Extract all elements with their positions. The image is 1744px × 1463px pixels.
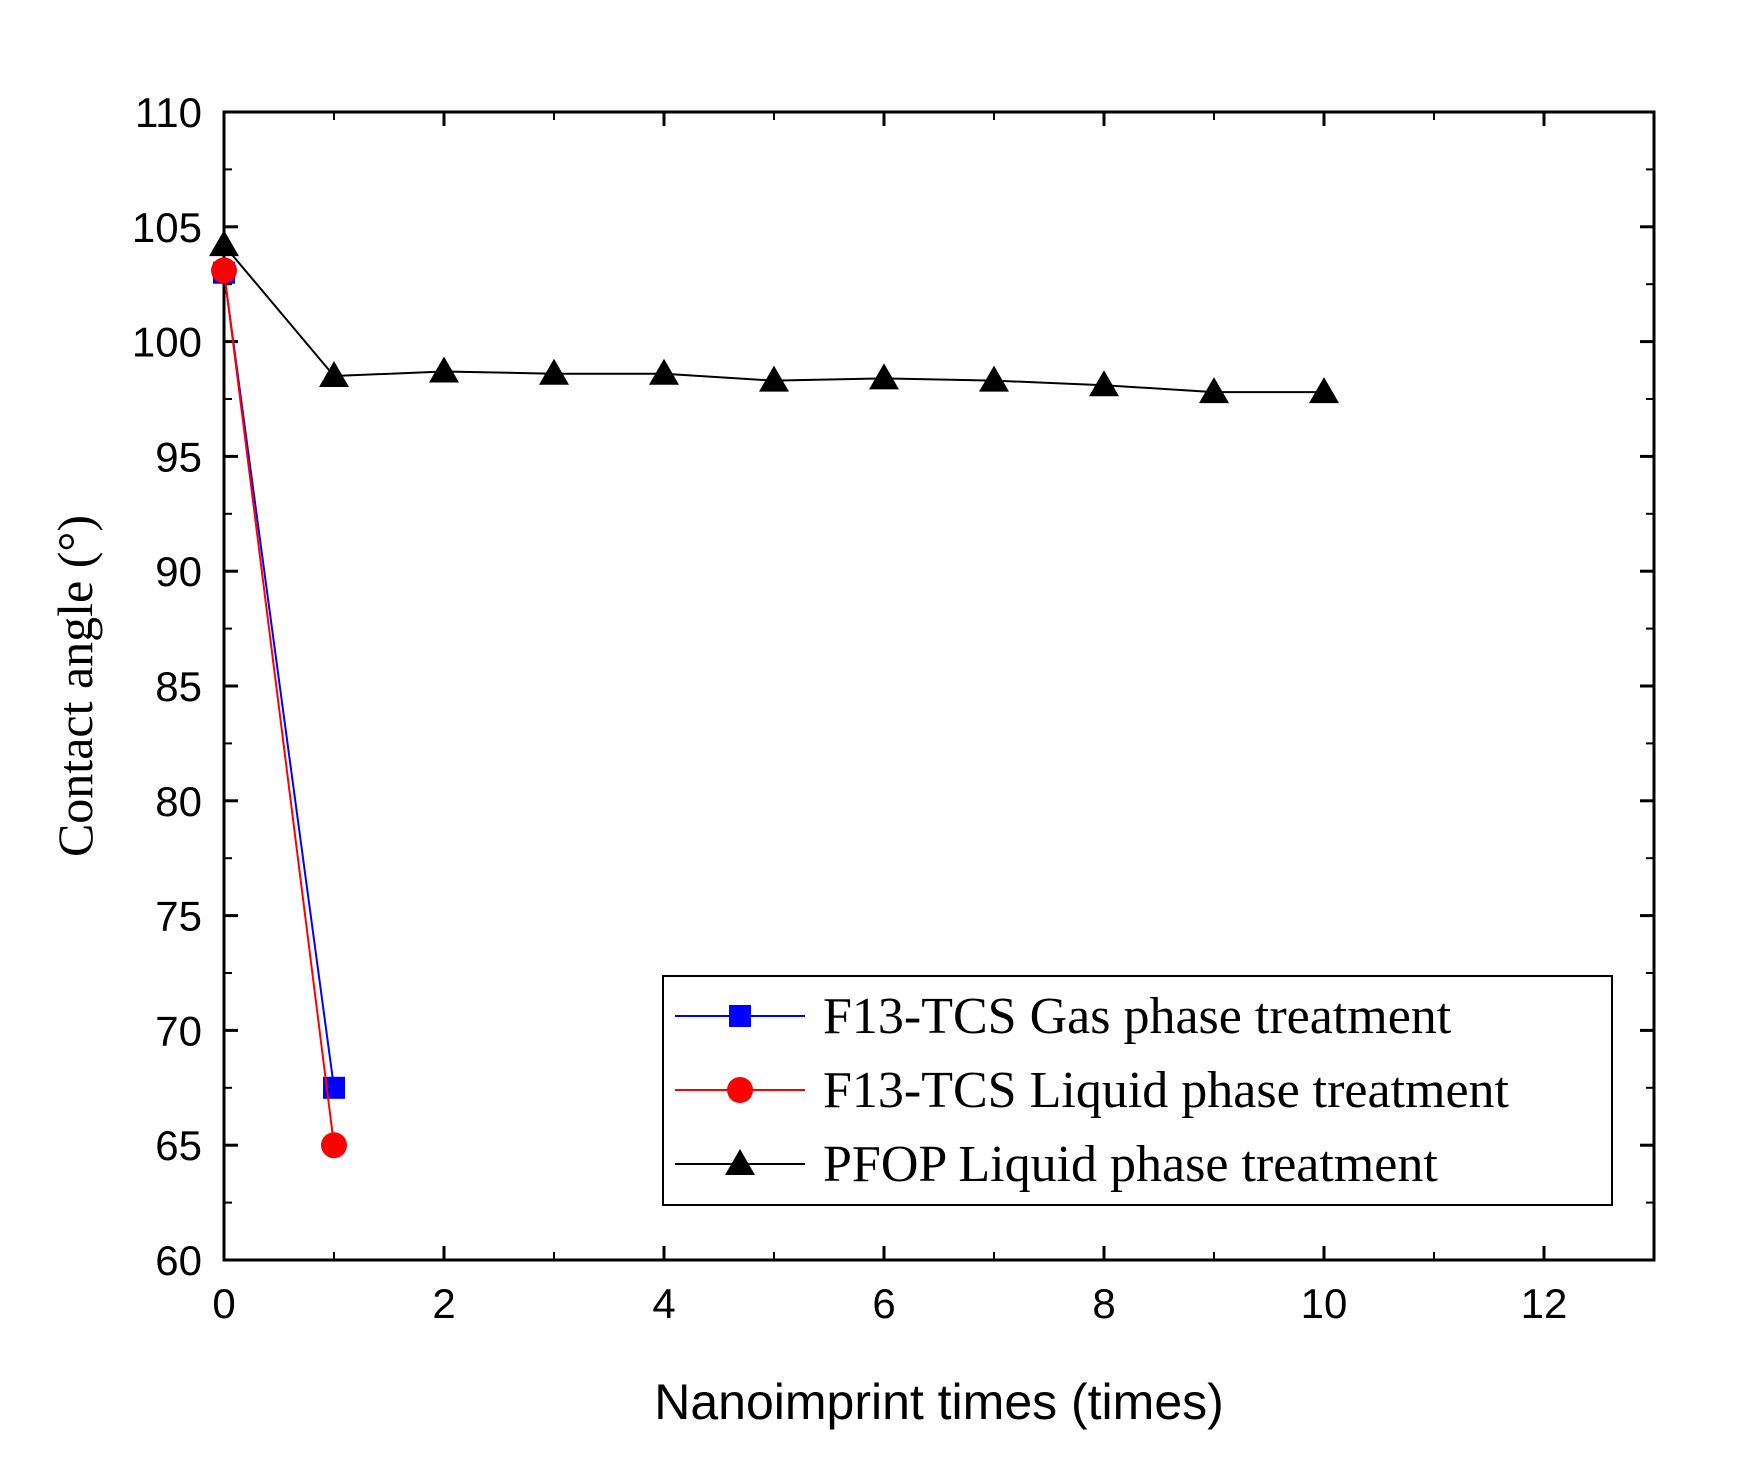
- data-point: [1309, 377, 1339, 404]
- x-tick-label: 8: [1092, 1280, 1115, 1327]
- y-tick-label: 75: [155, 893, 202, 940]
- y-tick-label: 100: [132, 319, 202, 366]
- legend-box: [662, 975, 1613, 1206]
- legend-item: F13-TCS Gas phase treatment: [675, 988, 1452, 1045]
- data-point: [979, 365, 1009, 392]
- x-tick-label: 10: [1301, 1280, 1348, 1327]
- y-axis-ticks: 60 65 70 75 80 85 90 95 100 105 110: [132, 89, 1654, 1284]
- y-axis-title: Contact angle (°): [47, 515, 103, 857]
- y-tick-label: 110: [135, 89, 202, 136]
- legend-items: F13-TCS Gas phase treatment F13-TCS Liqui…: [675, 988, 1510, 1193]
- legend: F13-TCS Gas phase treatment F13-TCS Liqui…: [662, 975, 1613, 1206]
- y-tick-label: 105: [132, 204, 202, 251]
- data-point: [539, 358, 569, 385]
- y-tick-label: 60: [155, 1237, 202, 1284]
- x-tick-label: 12: [1521, 1280, 1568, 1327]
- data-point: [1199, 377, 1229, 404]
- x-tick-label: 0: [212, 1280, 235, 1327]
- legend-marker: [729, 1005, 751, 1027]
- y-tick-label: 90: [155, 548, 202, 595]
- data-point: [209, 230, 239, 257]
- series-layer: [209, 230, 1339, 1159]
- series-triangle: [209, 230, 1339, 404]
- data-point: [759, 365, 789, 392]
- data-point: [319, 361, 349, 388]
- legend-item: F13-TCS Liquid phase treatment: [675, 1062, 1510, 1119]
- y-tick-label: 95: [155, 433, 202, 480]
- legend-item: PFOP Liquid phase treatment: [675, 1136, 1438, 1193]
- x-axis-title: Nanoimprint times (times): [654, 1374, 1224, 1430]
- legend-marker: [727, 1077, 753, 1103]
- series-line: [223, 270, 335, 1146]
- x-tick-label: 2: [432, 1280, 455, 1327]
- y-tick-label: 70: [155, 1007, 202, 1054]
- series-circle: [211, 257, 347, 1159]
- legend-marker: [725, 1149, 755, 1175]
- x-axis-ticks: 0 2 4 6 8 10 12: [212, 112, 1567, 1327]
- legend-label: F13-TCS Gas phase treatment: [823, 988, 1452, 1045]
- x-tick-label: 6: [872, 1280, 895, 1327]
- data-point: [869, 363, 899, 390]
- y-tick-label: 80: [155, 778, 202, 825]
- data-point: [321, 1132, 347, 1159]
- data-point: [649, 358, 679, 385]
- data-point: [429, 356, 459, 383]
- legend-label: F13-TCS Liquid phase treatment: [823, 1062, 1510, 1119]
- legend-label: PFOP Liquid phase treatment: [823, 1136, 1438, 1193]
- data-point: [1089, 370, 1119, 397]
- x-tick-label: 4: [652, 1280, 675, 1327]
- y-tick-label: 85: [155, 663, 202, 710]
- data-point: [211, 257, 237, 284]
- data-point: [323, 1076, 345, 1099]
- y-tick-label: 65: [155, 1122, 202, 1169]
